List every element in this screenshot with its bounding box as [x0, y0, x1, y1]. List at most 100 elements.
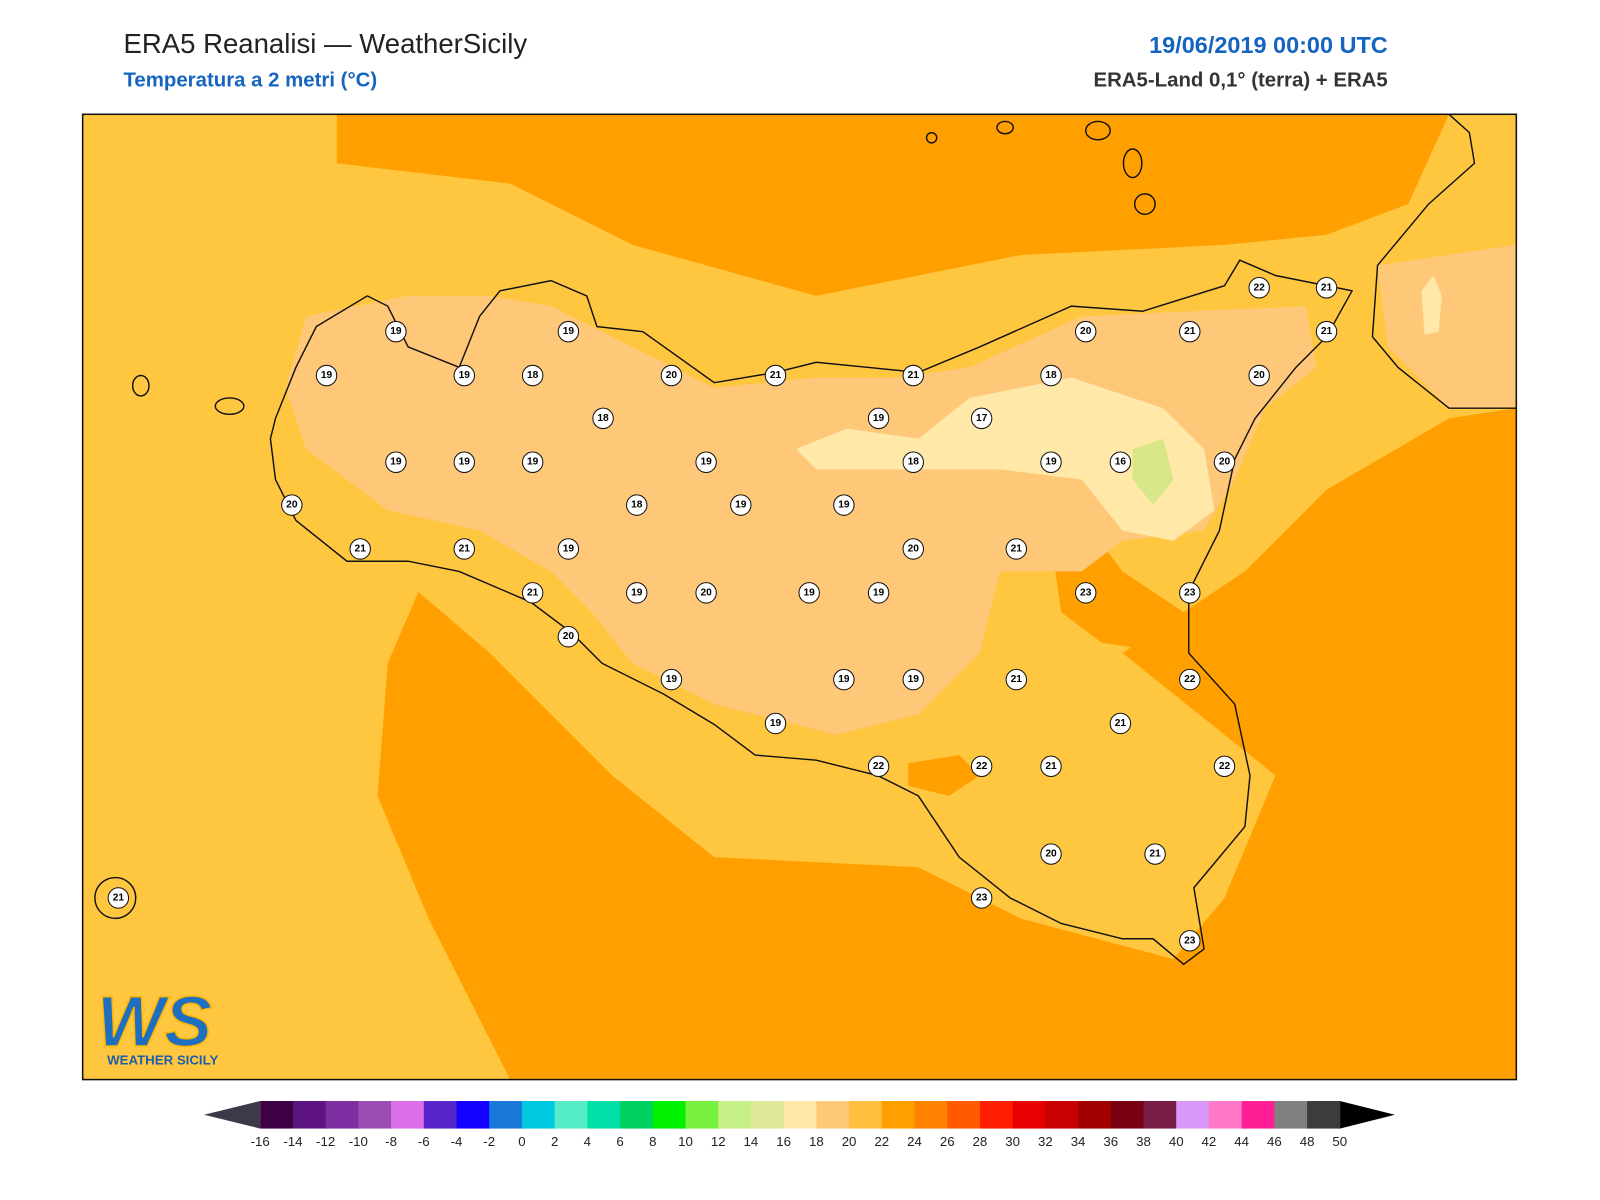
colorbar-segment [881, 1101, 916, 1129]
station-dot [1040, 451, 1062, 473]
island [925, 131, 938, 144]
colorbar-segment [783, 1101, 817, 1129]
station: 19 [1040, 451, 1062, 473]
colorbar-segment [1110, 1101, 1145, 1129]
colorbar-tick-label: 20 [842, 1134, 857, 1149]
station-dot [557, 320, 580, 343]
station-dot [1144, 843, 1166, 865]
station-dot [1109, 712, 1132, 735]
station-dot [867, 755, 890, 778]
colorbar-tick-label: -12 [316, 1134, 335, 1149]
station-value: 22 [1254, 282, 1266, 293]
station: 20 [695, 582, 717, 604]
station: 19 [557, 320, 580, 343]
colorbar-segment [1045, 1101, 1079, 1129]
station-dot [626, 582, 648, 604]
colorbar-segment [620, 1101, 654, 1129]
station-value: 19 [321, 370, 333, 381]
station-dot [1213, 755, 1236, 778]
station: 18 [626, 494, 648, 516]
colorbar-segment [1176, 1101, 1210, 1129]
colorbar-segment [849, 1101, 883, 1129]
station: 20 [1213, 451, 1236, 473]
colorbar-tick-label: -16 [251, 1134, 270, 1149]
field-14-16 [1132, 438, 1174, 506]
station-value: 16 [1115, 457, 1127, 468]
colorbar-tick-label: 16 [776, 1134, 791, 1149]
colorbar-segment [979, 1101, 1014, 1129]
colorbar-segment [1307, 1101, 1341, 1129]
field-22-24 [908, 755, 980, 796]
station-dot [592, 407, 614, 430]
island [214, 397, 245, 415]
station-value: 20 [700, 587, 712, 598]
island [1122, 148, 1143, 179]
colorbar-tick-label: 14 [744, 1134, 759, 1149]
station: 19 [867, 582, 890, 604]
station: 19 [798, 582, 820, 604]
island [1133, 193, 1156, 215]
station-value: 22 [873, 761, 885, 772]
station-dot [1248, 277, 1270, 299]
station: 21 [1005, 538, 1028, 560]
station-value: 19 [390, 457, 402, 468]
sicily-coast [269, 259, 1354, 966]
station-dot [557, 538, 580, 560]
station-value: 21 [527, 587, 539, 598]
station: 22 [1248, 277, 1270, 299]
colorbar-segment [718, 1101, 752, 1129]
station-dot [1315, 320, 1338, 343]
station: 19 [453, 451, 475, 473]
field-18-20 [1377, 244, 1517, 409]
station-dot [1179, 582, 1201, 604]
station-dot [1005, 668, 1028, 691]
station: 22 [1213, 755, 1236, 778]
station-value: 20 [666, 370, 678, 381]
colorbar-tick-label: 8 [649, 1134, 656, 1149]
station: 21 [1040, 755, 1062, 778]
station: 20 [1075, 320, 1097, 343]
station-dot [1109, 451, 1132, 473]
colorbar-tick-label: 0 [518, 1134, 525, 1149]
colorbar-segment [1241, 1101, 1275, 1129]
station-value: 22 [1184, 674, 1196, 685]
station-dot [902, 364, 924, 387]
colorbar-tick-label: 18 [809, 1134, 824, 1149]
station: 21 [349, 538, 371, 560]
station: 19 [833, 668, 855, 691]
field-22-24 [377, 408, 1517, 1080]
station-value: 19 [459, 370, 471, 381]
station: 19 [453, 364, 475, 387]
station: 21 [1315, 320, 1338, 343]
date: 19/06/2019 00:00 UTC [1149, 32, 1388, 58]
station: 19 [385, 451, 407, 473]
station-value: 20 [1219, 457, 1231, 468]
colorbar-segment [292, 1101, 327, 1129]
colorbar-segment [521, 1101, 556, 1129]
station: 19 [521, 451, 544, 473]
station-dot [1040, 755, 1062, 778]
station: 19 [867, 407, 890, 430]
station: 19 [557, 538, 580, 560]
colorbar-segment [358, 1101, 392, 1129]
station-value: 20 [1045, 849, 1057, 860]
station-value: 19 [838, 500, 850, 511]
station: 23 [1179, 930, 1201, 952]
colorbar-tick-label: 34 [1071, 1134, 1086, 1149]
station-value: 21 [1045, 761, 1057, 772]
colorbar-segment [391, 1101, 425, 1129]
colorbar-tick-label: 38 [1136, 1134, 1151, 1149]
source: ERA5-Land 0,1° (terra) + ERA5 [1093, 70, 1387, 92]
island [1085, 120, 1111, 141]
station-dot [867, 407, 890, 430]
station-value: 19 [908, 674, 920, 685]
station-dot [1040, 364, 1062, 387]
station-dot [1179, 668, 1201, 691]
station-value: 21 [113, 892, 125, 903]
station-value: 19 [804, 587, 816, 598]
station: 20 [281, 494, 303, 516]
station-value: 19 [873, 413, 885, 424]
station: 19 [385, 320, 407, 343]
station-value: 21 [1321, 326, 1333, 337]
station-value: 19 [770, 718, 782, 729]
